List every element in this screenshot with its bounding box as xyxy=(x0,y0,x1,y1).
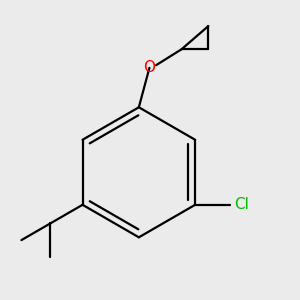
Text: O: O xyxy=(143,60,155,75)
Text: Cl: Cl xyxy=(234,197,249,212)
